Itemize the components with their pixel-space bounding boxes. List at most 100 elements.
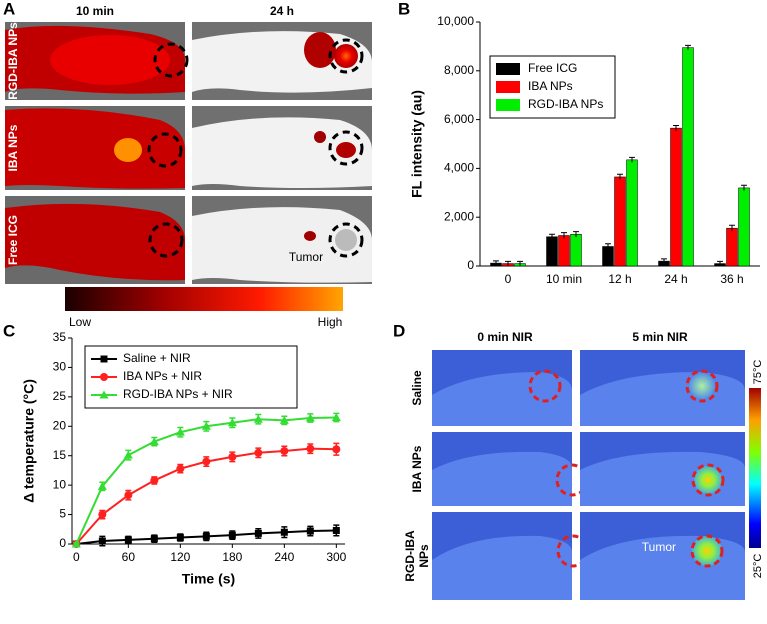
legend-swatch xyxy=(496,63,520,75)
heat-overlay xyxy=(314,131,326,143)
legend-label: Saline + NIR xyxy=(123,351,191,365)
row-label: IBA NPs xyxy=(6,124,20,171)
x-tick-label: 300 xyxy=(326,550,346,564)
legend-marker xyxy=(100,373,108,381)
marker xyxy=(254,448,263,457)
tumor-circle xyxy=(328,130,364,166)
image-grid: Tumor xyxy=(432,350,745,600)
error-bar xyxy=(549,233,555,240)
bar xyxy=(682,47,694,267)
error-bar xyxy=(517,260,523,266)
heat-overlay xyxy=(304,32,336,68)
y-tick-label: 4,000 xyxy=(444,161,474,175)
legend-label: RGD-IBA NPs + NIR xyxy=(123,387,233,401)
y-tick-label: 15 xyxy=(53,448,67,462)
error-bar xyxy=(717,260,723,266)
panel-letter: C xyxy=(3,321,15,340)
marker xyxy=(150,535,158,543)
panel-d: D 0 min NIR 5 min NIR Tumor Saline IBA N… xyxy=(393,321,764,600)
marker xyxy=(149,437,159,446)
x-tick-label: 12 h xyxy=(608,272,631,286)
heat-spot xyxy=(689,373,715,399)
legend-label: IBA NPs xyxy=(528,79,573,93)
heat-overlay xyxy=(334,44,358,68)
tumor-circle xyxy=(685,369,719,403)
marker xyxy=(176,534,184,542)
bar xyxy=(626,159,638,267)
error-bar xyxy=(617,173,623,180)
legend-marker xyxy=(100,355,108,363)
column-header: 10 min xyxy=(76,4,114,18)
legend-label: IBA NPs + NIR xyxy=(123,369,202,383)
x-axis-label: Time (s) xyxy=(182,571,235,587)
marker xyxy=(202,532,210,540)
marker xyxy=(98,510,107,519)
marker xyxy=(227,418,237,427)
row-label: IBA NPs xyxy=(410,445,424,492)
tumor-circle xyxy=(328,222,364,258)
error-bar xyxy=(661,258,667,264)
marker xyxy=(124,536,132,544)
marker xyxy=(175,427,185,436)
marker xyxy=(280,528,288,536)
x-tick-label: 0 xyxy=(73,550,80,564)
error-bar xyxy=(629,156,635,163)
column-header: 0 min NIR xyxy=(477,330,533,344)
y-tick-label: 5 xyxy=(59,507,66,521)
legend-swatch xyxy=(496,99,520,111)
row-label: NPs xyxy=(417,544,431,568)
tumor-circle xyxy=(153,42,189,78)
x-tick-label: 0 xyxy=(505,272,512,286)
bar xyxy=(602,246,614,267)
y-axis-label: FL intensity (au) xyxy=(409,90,425,198)
x-tick-label: 24 h xyxy=(664,272,687,286)
marker xyxy=(332,526,340,534)
row-label: RGD-IBA xyxy=(403,530,417,582)
marker xyxy=(97,481,107,490)
error-bar xyxy=(741,184,747,191)
error-bar xyxy=(573,231,579,237)
marker xyxy=(228,452,237,461)
colorbar-label: High xyxy=(318,315,343,329)
marker xyxy=(306,527,314,535)
y-tick-label: 0 xyxy=(467,258,474,272)
marker xyxy=(279,415,289,424)
legend-label: Free ICG xyxy=(528,61,577,75)
heat-overlay xyxy=(5,203,185,281)
annotation: Tumor xyxy=(289,250,323,264)
x-tick-label: 36 h xyxy=(720,272,743,286)
y-tick-label: 6,000 xyxy=(444,112,474,126)
legend-box xyxy=(84,345,298,409)
tumor-circle xyxy=(148,222,184,258)
bar xyxy=(670,127,682,267)
y-tick-label: 25 xyxy=(53,389,67,403)
tumor-circle xyxy=(691,463,725,497)
marker xyxy=(331,412,341,421)
x-tick-label: 120 xyxy=(170,550,190,564)
y-tick-label: 0 xyxy=(59,536,66,550)
marker xyxy=(332,445,341,454)
marker xyxy=(123,450,133,459)
y-tick-label: 10,000 xyxy=(437,14,474,28)
heat-spot xyxy=(694,466,722,494)
colorbar-label: Low xyxy=(69,315,91,329)
legend-swatch xyxy=(496,81,520,93)
heat-overlay xyxy=(336,142,356,158)
panel-a: A 10 min 24 h Tumor RGD-IBA NPs IBA NPs … xyxy=(3,0,372,329)
colorbar-label: 25°C xyxy=(752,554,764,579)
bar xyxy=(546,236,558,267)
heat-spot xyxy=(692,536,722,566)
y-tick-label: 2,000 xyxy=(444,209,474,223)
charts: 0 2,000 4,000 6,000 8,000 10,000 0 10 min 12 h 24… xyxy=(21,14,760,587)
y-tick-label: 20 xyxy=(53,418,67,432)
marker xyxy=(176,464,185,473)
marker xyxy=(305,413,315,422)
marker xyxy=(254,529,262,537)
x-tick-label: 10 min xyxy=(546,272,582,286)
error-bar xyxy=(729,224,735,232)
annotation: Tumor xyxy=(642,540,676,554)
marker xyxy=(150,476,159,485)
tumor-circle xyxy=(690,534,724,568)
x-tick-label: 240 xyxy=(274,550,294,564)
heat-overlay xyxy=(304,231,316,241)
